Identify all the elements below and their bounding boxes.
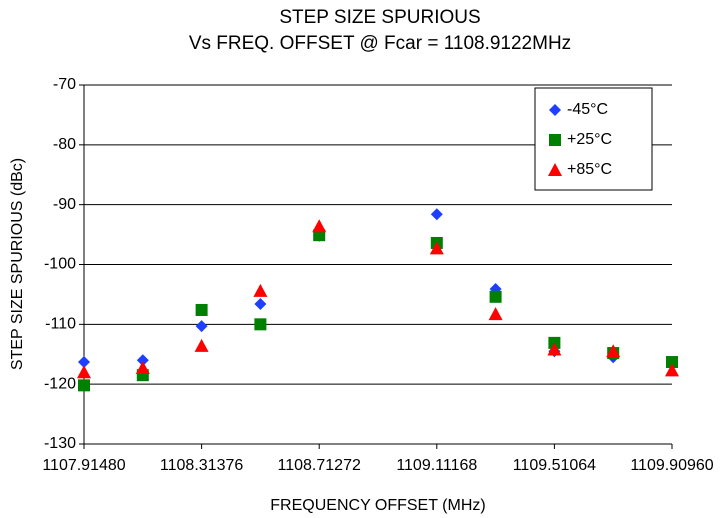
point bbox=[194, 338, 209, 352]
y-tick-label: -110 bbox=[45, 316, 76, 333]
chart-title: STEP SIZE SPURIOUS bbox=[279, 7, 480, 28]
x-tick-label: 1109.90960 bbox=[630, 457, 713, 474]
y-tick-label: -100 bbox=[44, 256, 76, 273]
point bbox=[78, 356, 90, 369]
chart-subtitle: Vs FREQ. OFFSET @ Fcar = 1108.9122MHz bbox=[189, 33, 571, 54]
x-tick-label: 1109.11168 bbox=[396, 457, 477, 474]
point bbox=[665, 363, 679, 377]
x-tick-label: 1108.31376 bbox=[160, 457, 243, 474]
point bbox=[488, 307, 503, 321]
x-tick-label: 1108.71272 bbox=[278, 457, 361, 474]
y-tick-label: -90 bbox=[53, 196, 76, 213]
y-tick-label: -80 bbox=[53, 136, 76, 153]
legend-label: +85°C bbox=[567, 161, 612, 178]
x-tick-label: 1107.91480 bbox=[42, 457, 125, 474]
point bbox=[78, 379, 90, 392]
point bbox=[666, 356, 678, 369]
y-tick-label: -70 bbox=[53, 76, 76, 93]
point bbox=[430, 208, 443, 221]
point bbox=[254, 318, 267, 331]
point bbox=[135, 361, 150, 375]
point bbox=[547, 342, 562, 356]
y-axis-label: STEP SIZE SPURIOUS (dBc) bbox=[9, 158, 26, 370]
point bbox=[429, 241, 444, 255]
legend-marker bbox=[549, 134, 561, 146]
point bbox=[77, 365, 91, 379]
legend-label: +25°C bbox=[567, 131, 612, 148]
y-tick-label: -130 bbox=[44, 435, 76, 452]
legend-label: -45°C bbox=[567, 101, 608, 118]
point bbox=[606, 344, 621, 358]
point bbox=[253, 283, 268, 297]
point bbox=[489, 290, 502, 303]
point bbox=[195, 320, 208, 333]
x-axis-label: FREQUENCY OFFSET (MHz) bbox=[270, 497, 485, 514]
point bbox=[254, 297, 267, 310]
point bbox=[195, 303, 208, 316]
point bbox=[136, 354, 149, 367]
y-tick-label: -120 bbox=[44, 375, 76, 392]
point bbox=[312, 219, 327, 233]
legend-marker bbox=[549, 104, 561, 116]
x-tick-label: 1109.51064 bbox=[513, 457, 596, 474]
legend-marker bbox=[548, 163, 562, 176]
